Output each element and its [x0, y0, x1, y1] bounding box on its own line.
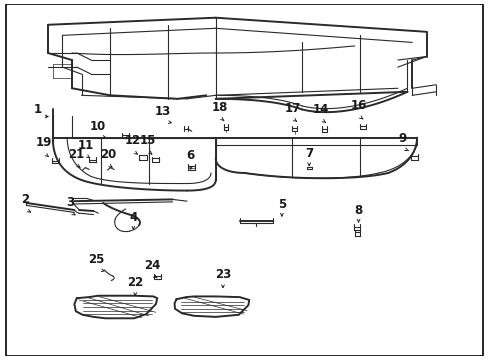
Text: 3: 3 [66, 196, 74, 209]
Text: 21: 21 [67, 148, 84, 161]
Text: 16: 16 [349, 99, 366, 112]
Text: 22: 22 [127, 276, 143, 289]
Text: 9: 9 [398, 132, 406, 145]
Text: 13: 13 [155, 105, 171, 118]
Text: 15: 15 [139, 134, 156, 147]
Text: 23: 23 [214, 268, 231, 281]
Text: 1: 1 [33, 103, 41, 117]
Text: 5: 5 [277, 198, 285, 211]
Text: 11: 11 [77, 139, 93, 152]
Text: 4: 4 [129, 211, 137, 224]
Text: 20: 20 [100, 148, 116, 161]
Text: 10: 10 [89, 120, 105, 133]
Text: 8: 8 [354, 204, 362, 217]
Text: 18: 18 [211, 101, 227, 114]
Text: 19: 19 [36, 136, 52, 149]
Text: 7: 7 [305, 147, 313, 160]
Text: 25: 25 [87, 253, 104, 266]
Text: 14: 14 [312, 103, 329, 116]
Text: 24: 24 [144, 259, 161, 272]
Text: 17: 17 [284, 102, 300, 115]
Text: 12: 12 [124, 134, 140, 147]
Text: 6: 6 [186, 149, 195, 162]
Text: 2: 2 [21, 193, 29, 206]
